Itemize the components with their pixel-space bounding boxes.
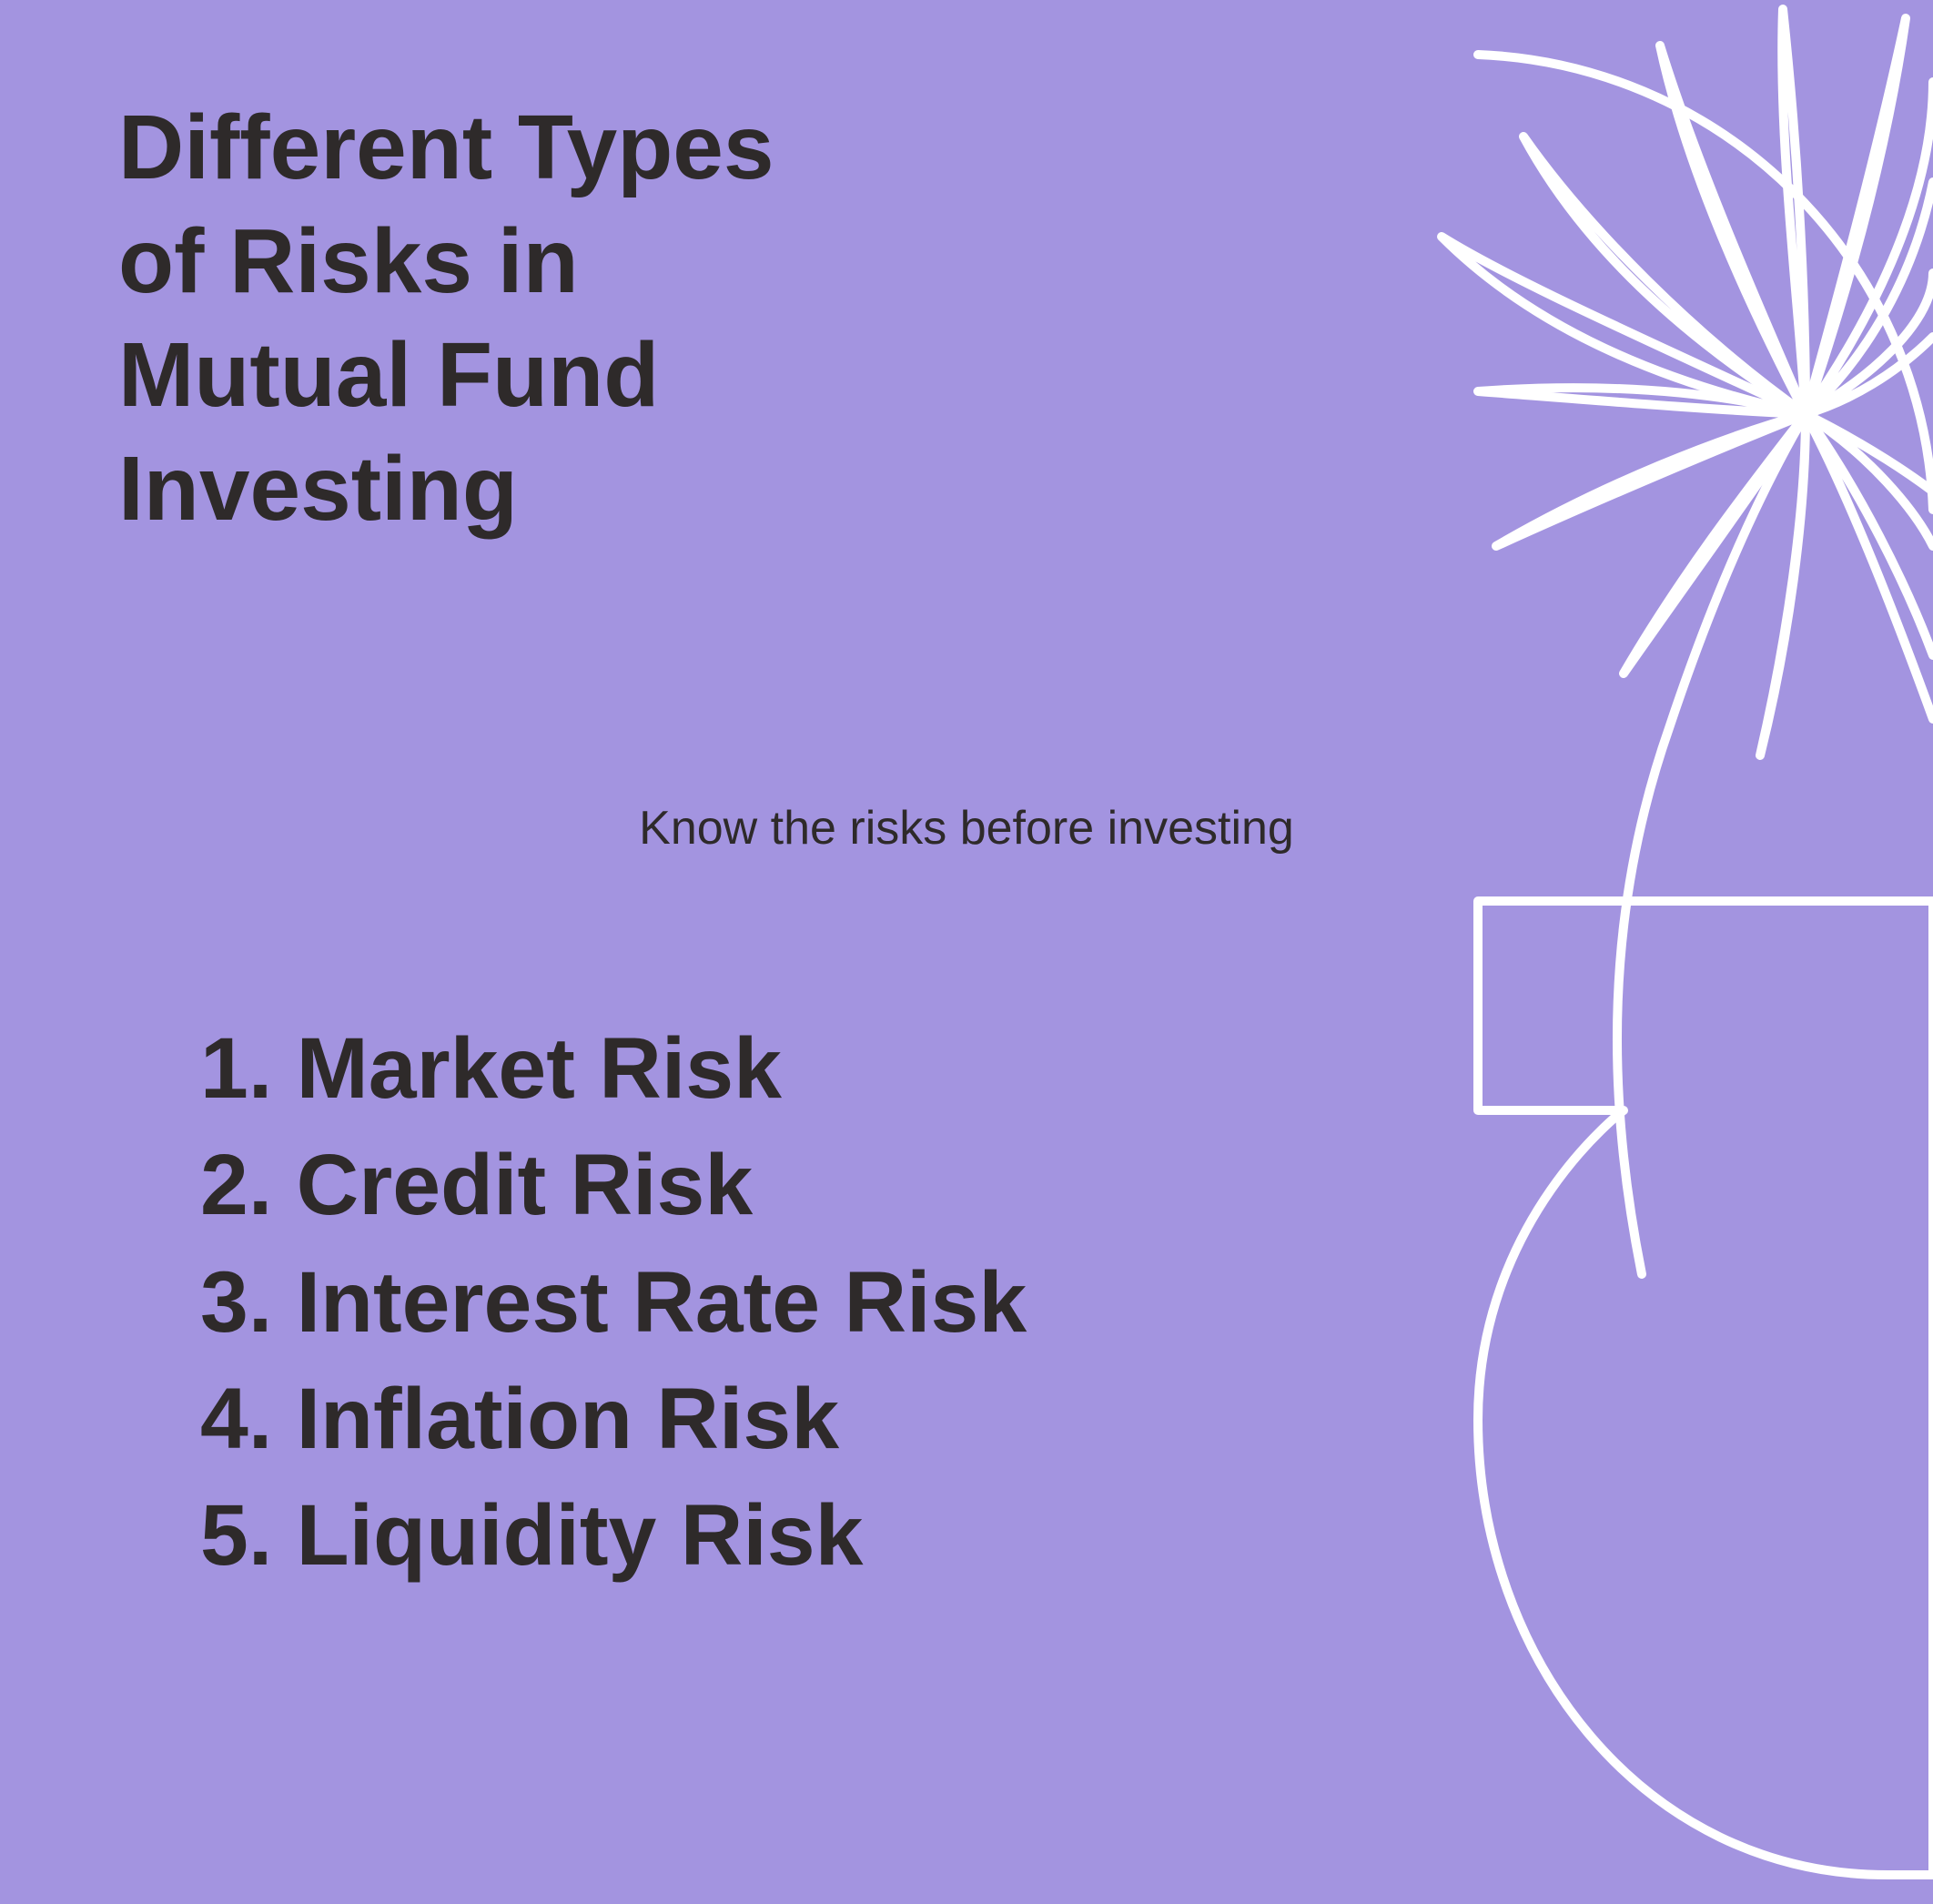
risk-item-2: 2. Credit Risk <box>200 1127 1027 1243</box>
risk-list: 1. Market Risk 2. Credit Risk 3. Interes… <box>200 1010 1027 1594</box>
risk-item-1: 1. Market Risk <box>200 1010 1027 1127</box>
risk-item-3: 3. Interest Rate Risk <box>200 1244 1027 1361</box>
heading-line-4: Investing <box>118 438 518 540</box>
plant-vase-line-art <box>968 0 1933 1904</box>
heading-line-1: Different Types <box>118 96 774 198</box>
heading-line-2: of Risks in <box>118 210 579 312</box>
subheading-text: Know the risks before investing <box>0 801 1933 856</box>
risk-item-5: 5. Liquidity Risk <box>200 1477 1027 1594</box>
heading-line-3: Mutual Fund <box>118 324 659 426</box>
risk-item-4: 4. Inflation Risk <box>200 1361 1027 1477</box>
page-heading: Different Types of Risks in Mutual Fund … <box>118 91 774 546</box>
